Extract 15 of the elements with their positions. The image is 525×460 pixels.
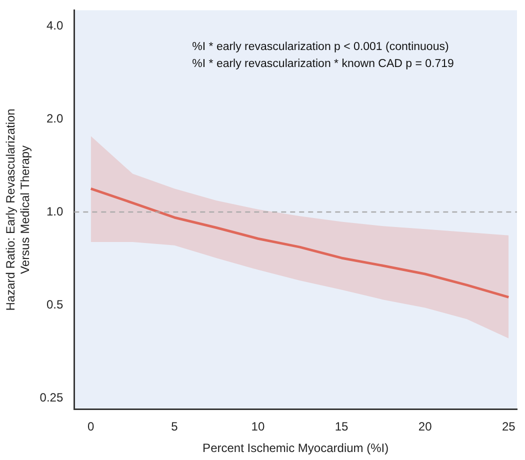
x-tick-label: 25 bbox=[502, 420, 516, 434]
y-axis-title: Hazard Ratio: Early Revascularization Versus Medical Therapy bbox=[4, 108, 32, 311]
x-tick-label: 0 bbox=[88, 420, 95, 434]
y-tick-label: 2.0 bbox=[46, 111, 64, 126]
x-tick-label: 20 bbox=[418, 420, 432, 434]
x-tick-label: 15 bbox=[334, 420, 349, 434]
x-tick-label: 5 bbox=[171, 420, 178, 434]
annotation: %I * early revascularization * known CAD p = 0.719 bbox=[192, 58, 454, 70]
x-axis-title: Percent Ischemic Myocardium (%I) bbox=[202, 441, 389, 456]
y-tick-label: 0.5 bbox=[46, 297, 64, 312]
y-tick-label: 1.0 bbox=[46, 204, 64, 218]
annotation: %I * early revascularization p < 0.001 (continuous) bbox=[192, 41, 449, 54]
y-tick-label: 4.0 bbox=[46, 18, 64, 32]
x-tick-label: 10 bbox=[251, 420, 265, 434]
y-tick-label: 0.25 bbox=[40, 390, 64, 404]
